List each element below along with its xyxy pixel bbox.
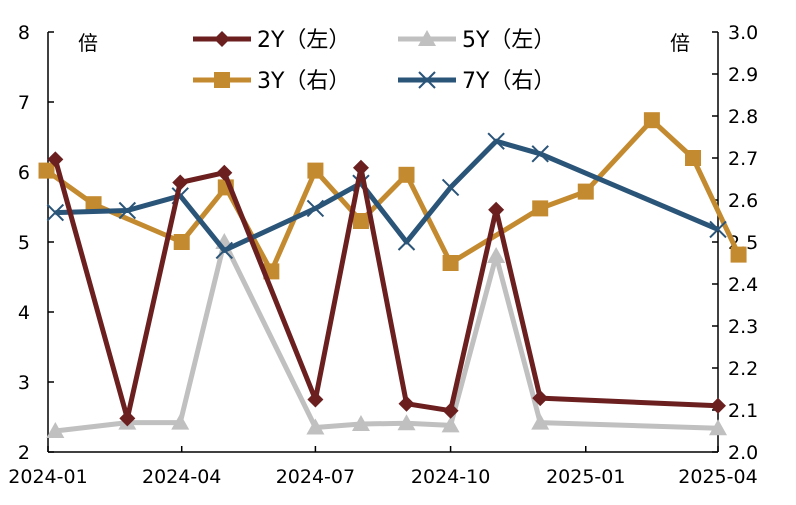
right-axis-tick-label: 3.0: [728, 22, 758, 44]
series-3y: [38, 112, 747, 280]
marker-stroke: [487, 132, 505, 150]
legend-label: 5Y（左）: [462, 28, 555, 53]
series-7y-point: [709, 220, 727, 239]
series-3y-point: [577, 183, 594, 200]
right-axis-tick-label: 2.2: [728, 358, 758, 380]
legend-swatch-marker: [214, 31, 230, 47]
left-axis-tick-label: 4: [18, 302, 30, 324]
right-axis-tick-label: 2.0: [728, 442, 758, 464]
marker-stroke: [441, 178, 460, 197]
marker-stroke: [418, 71, 436, 89]
series-3y-point: [352, 213, 369, 229]
right-axis-tick-label: 2.9: [728, 64, 758, 86]
series-2y-point: [307, 391, 324, 408]
legend-label: 3Y（右）: [257, 69, 350, 94]
legend-swatch-marker: [418, 30, 436, 46]
series-3y-point: [643, 112, 660, 129]
series-5y-point: [709, 419, 727, 436]
series-5y-point: [171, 413, 190, 430]
series-3y-point: [532, 200, 549, 217]
axes: 23456782.02.12.22.32.42.52.62.72.82.93.0…: [8, 22, 758, 488]
series-2y-point: [532, 390, 549, 407]
series-2y-point: [47, 151, 64, 168]
legend-item-2y: 2Y（左）: [193, 28, 350, 53]
x-axis-tick-label: 2024-07: [276, 466, 355, 488]
series-2y-point: [119, 410, 136, 427]
series-5y-point: [441, 416, 460, 433]
left-axis-unit-label: 倍: [78, 31, 98, 55]
series-7y-point: [487, 132, 505, 150]
series-5y-point: [531, 413, 550, 430]
right-axis-tick-label: 2.6: [728, 190, 758, 212]
series-5y-point: [351, 415, 370, 431]
series-7y-point: [46, 203, 65, 222]
series-2y-point: [398, 395, 415, 412]
legend-item-5y: 5Y（左）: [398, 28, 555, 53]
series-2y: [47, 151, 726, 427]
series-5y-point: [487, 247, 506, 263]
legend-swatch-marker: [214, 72, 230, 88]
left-axis-tick-label: 7: [18, 92, 30, 114]
series-lines: [38, 112, 747, 438]
marker-stroke: [118, 201, 137, 220]
right-axis-tick-label: 2.7: [728, 148, 758, 170]
series-3y-point: [85, 196, 102, 213]
marker-stroke: [306, 199, 325, 218]
marker-stroke: [709, 220, 727, 239]
x-axis-tick-label: 2024-04: [142, 466, 221, 488]
marker-stroke: [397, 233, 416, 251]
x-axis-tick-label: 2024-10: [411, 466, 490, 488]
series-3y-point: [442, 255, 459, 271]
series-3y-point: [173, 234, 190, 250]
legend-label: 7Y（右）: [462, 69, 555, 94]
series-7y-point: [215, 241, 234, 260]
x-axis-tick-label: 2025-01: [546, 466, 625, 488]
series-2y-point: [172, 174, 189, 191]
series-7y-point: [397, 233, 416, 251]
series-3y-point: [685, 150, 702, 166]
x-axis-tick-label: 2024-01: [8, 466, 87, 488]
legend-item-7y: 7Y（右）: [398, 69, 555, 94]
x-axis-tick-label: 2025-04: [678, 466, 757, 488]
series-2y-point: [488, 201, 505, 218]
series-7y-point: [306, 199, 325, 218]
series-7y-point: [118, 201, 137, 220]
series-2y-point: [352, 159, 369, 176]
series-2y-point: [216, 164, 233, 181]
series-2y-point: [710, 397, 726, 414]
series-5y-point: [46, 422, 65, 438]
left-axis-tick-label: 5: [18, 232, 30, 254]
series-2y-point: [442, 402, 459, 419]
series-5y-point: [306, 418, 325, 435]
series-3y-point: [398, 166, 415, 183]
series-5y: [46, 233, 727, 438]
left-axis-tick-label: 6: [18, 162, 30, 184]
legend-swatch-marker: [418, 71, 436, 89]
legend-item-3y: 3Y（右）: [193, 69, 350, 94]
right-axis-tick-label: 2.8: [728, 106, 758, 128]
left-axis-tick-label: 3: [18, 372, 30, 394]
left-axis-tick-label: 2: [18, 442, 30, 464]
series-3y-point: [307, 162, 324, 179]
marker-stroke: [531, 145, 549, 163]
series-3y-line: [45, 117, 741, 274]
right-axis-tick-label: 2.3: [728, 316, 758, 338]
right-axis-unit-label: 倍: [670, 31, 690, 55]
right-axis-tick-label: 2.1: [728, 400, 758, 422]
series-5y-point: [397, 414, 416, 431]
legend: 2Y（左） 5Y（左） 3Y（右） 7Y（右）: [193, 28, 555, 94]
series-7y-point: [531, 145, 549, 163]
series-7y-point: [441, 178, 460, 197]
left-axis-tick-label: 8: [18, 22, 30, 44]
series-3y-point: [730, 246, 747, 263]
series-3y-point: [38, 162, 55, 179]
marker-stroke: [46, 203, 65, 222]
right-axis-tick-label: 2.4: [728, 274, 758, 296]
legend-label: 2Y（左）: [257, 28, 350, 53]
marker-stroke: [215, 241, 234, 260]
